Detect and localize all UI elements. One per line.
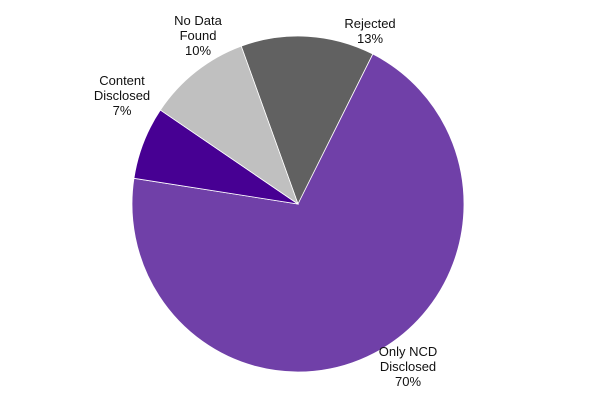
pie-slice-label-line: 10% (185, 43, 211, 58)
pie-slice-3 (159, 45, 299, 206)
pie-slice-label-line: Disclosed (380, 359, 436, 374)
pie-slice-label-line: Disclosed (94, 88, 150, 103)
pie-slice-label-line: 13% (357, 31, 383, 46)
pie-slice-1 (131, 53, 465, 373)
pie-slice-label-3: No Data Found 10% (174, 13, 222, 58)
pie-slice-label-line: 7% (113, 103, 132, 118)
pie-slice-0 (240, 35, 374, 206)
pie-slice-label-line: Content (99, 73, 145, 88)
pie-slice-label-line: Only NCD (379, 344, 438, 359)
pie-labels: Rejected 13%Only NCD Disclosed 70%Content Di… (94, 13, 437, 389)
pie-slice-label-0: Rejected 13% (344, 16, 395, 46)
pie-slice-label-line: Rejected (344, 16, 395, 31)
pie-slice-label-line: 70% (395, 374, 421, 389)
pie-slice-label-line: No Data (174, 13, 222, 28)
pie-slice-label-1: Only NCD Disclosed 70% (379, 344, 438, 389)
pie-slice-label-line: Found (180, 28, 217, 43)
pie-slice-label-2: Content Disclosed 7% (94, 73, 150, 118)
pie-slices (131, 35, 465, 373)
